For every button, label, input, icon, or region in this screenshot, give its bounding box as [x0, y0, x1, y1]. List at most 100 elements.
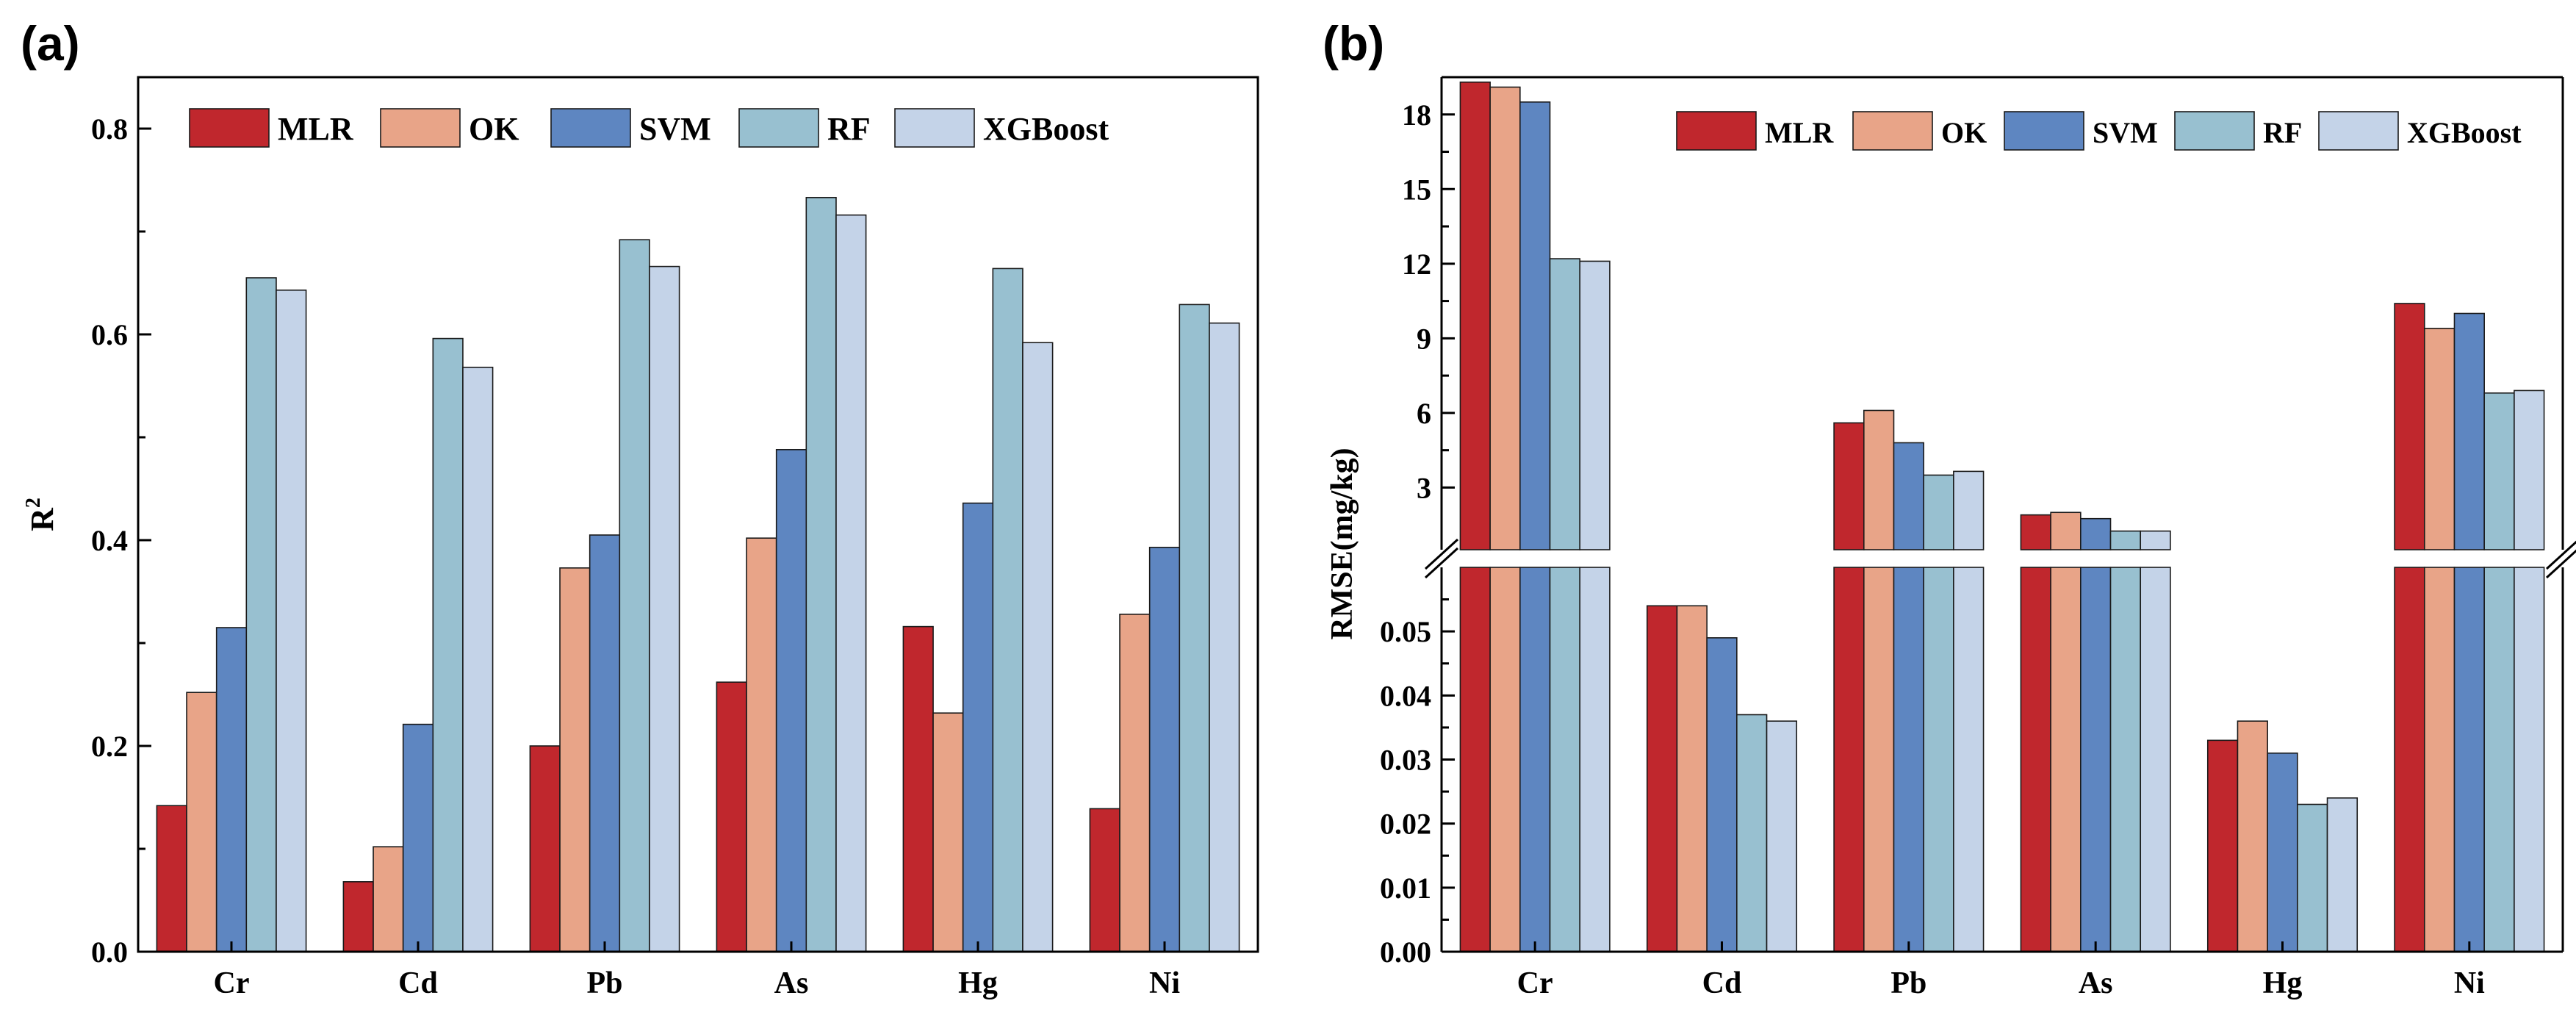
bar-ok-cr	[186, 692, 217, 952]
x-tick-label: Ni	[2454, 966, 2485, 1000]
bar-ok-hg	[2237, 720, 2268, 952]
bar-svm-as-lower	[2080, 567, 2112, 952]
panel-label: (b)	[1323, 16, 1384, 71]
panel-a-chart: (a) 0.0 0.2 0.4 0.6 0.8 Cr Cd Pb As Hg Ni R2 MLR OK SVM…	[21, 16, 1259, 1000]
panel-b-chart: (b) 3 6 9 12 15 18 0.00 0.01 0.02 0.03 0.04 0.05 Cr Cd…	[1323, 16, 2576, 1000]
bar-xgboost-cr-lower	[1579, 567, 1611, 952]
y-tick-label-upper: 9	[1417, 322, 1431, 355]
bar-xgboost-cr	[276, 289, 307, 952]
bar-mlr-as	[716, 681, 747, 952]
bar-ok-cd	[373, 846, 404, 952]
y-tick-label: 0.8	[91, 112, 128, 146]
bar-svm-as	[775, 448, 807, 952]
bar-xgboost-as-lower	[2140, 567, 2171, 952]
legend: MLR OK SVM RF XGBoost	[1676, 111, 2522, 151]
x-tick-label: Cr	[1517, 966, 1553, 1000]
y-axis-label: RMSE(mg/kg)	[1325, 448, 1359, 639]
legend-label-ok: OK	[1941, 116, 1987, 149]
bar-rf-as-lower	[2109, 567, 2142, 952]
y-tick-label-upper: 12	[1402, 248, 1431, 281]
bar-svm-cd	[402, 723, 434, 952]
legend-label-xgboost: XGBoost	[2407, 116, 2522, 149]
bar-xgboost-ni	[2514, 390, 2545, 550]
bar-svm-cd	[1706, 637, 1738, 952]
x-tick-label: Ni	[1149, 966, 1180, 1000]
bar-ok-ni	[2423, 328, 2456, 550]
x-tick-label: Cd	[398, 966, 438, 1000]
legend-item-ok: OK	[380, 108, 519, 148]
legend-swatch-svm	[550, 108, 631, 148]
bar-xgboost-as	[2140, 530, 2171, 550]
panel-label: (a)	[21, 16, 80, 71]
x-tick-label: Cr	[214, 966, 250, 1000]
bar-rf-cr-lower	[1549, 567, 1581, 952]
bar-mlr-cd	[342, 881, 374, 952]
y-tick-label: 0.6	[91, 318, 128, 351]
axis-break-mark	[1424, 547, 1459, 579]
bar-mlr-ni	[1089, 808, 1120, 952]
bar-xgboost-ni	[1209, 322, 1240, 952]
legend-swatch-rf	[2174, 111, 2255, 151]
bar-ok-pb	[559, 567, 591, 952]
bar-ok-as-lower	[2050, 567, 2082, 952]
legend-swatch-xgboost	[894, 108, 975, 148]
bar-ok-pb-lower	[1863, 567, 1895, 952]
legend-item-ok: OK	[1852, 111, 1987, 151]
bar-mlr-cr	[1459, 81, 1491, 550]
bar-xgboost-pb-lower	[1953, 567, 1985, 952]
bar-rf-cr	[245, 277, 277, 952]
y-tick-label-upper: 6	[1417, 397, 1431, 430]
x-tick-label: Cd	[1702, 966, 1742, 1000]
legend-label-ok: OK	[469, 111, 519, 147]
bar-rf-cr	[1549, 258, 1581, 550]
bar-xgboost-hg	[2326, 797, 2359, 952]
y-tick-label-lower: 0.00	[1380, 936, 1431, 969]
legend-label-svm: SVM	[639, 111, 711, 147]
y-tick-label: 0.2	[91, 730, 128, 763]
bar-ok-cd	[1676, 605, 1708, 952]
y-tick-label-lower: 0.01	[1380, 872, 1431, 905]
bar-mlr-pb-lower	[1833, 567, 1865, 952]
legend-swatch-mlr	[1676, 111, 1757, 151]
bar-xgboost-hg	[1022, 342, 1054, 952]
y-tick-label-upper: 18	[1402, 98, 1431, 132]
legend-label-svm: SVM	[2093, 116, 2158, 149]
bar-xgboost-ni-lower	[2514, 567, 2545, 952]
y-axis-label: R2	[22, 498, 60, 531]
bar-mlr-cd	[1646, 605, 1678, 952]
bar-mlr-hg	[2206, 739, 2239, 952]
y-axis-label-superscript: 2	[22, 498, 45, 508]
bar-rf-cd	[432, 337, 464, 952]
bar-rf-ni-lower	[2483, 567, 2515, 952]
bar-rf-as	[2109, 530, 2142, 550]
bar-xgboost-pb	[1953, 470, 1985, 550]
legend-swatch-ok	[1852, 111, 1933, 151]
bar-svm-as	[2080, 517, 2112, 550]
bar-svm-pb-lower	[1893, 567, 1924, 952]
bar-mlr-ni	[2394, 303, 2425, 550]
legend-label-xgboost: XGBoost	[983, 111, 1109, 147]
bar-xgboost-cr	[1579, 260, 1611, 550]
bar-svm-hg	[962, 502, 994, 952]
legend-item-xgboost: XGBoost	[894, 108, 1109, 148]
legend-item-svm: SVM	[2004, 111, 2158, 151]
legend-swatch-rf	[738, 108, 819, 148]
bar-svm-ni	[2453, 312, 2485, 550]
bar-svm-pb	[1893, 442, 1924, 550]
legend: MLR OK SVM RF XGBoost	[189, 108, 1109, 148]
x-tick-label: Hg	[2263, 966, 2303, 1000]
plot-frame	[137, 76, 1259, 953]
bar-rf-cd	[1736, 714, 1768, 952]
bar-svm-ni	[1148, 546, 1181, 952]
bar-mlr-cr	[156, 805, 187, 952]
bar-rf-hg	[992, 268, 1023, 952]
bar-ok-as	[2050, 512, 2082, 550]
bar-svm-cr	[1519, 101, 1551, 550]
axis-break-mark	[2545, 549, 2576, 579]
bar-mlr-cr-lower	[1459, 567, 1491, 952]
axis-break-gap	[1420, 550, 2576, 567]
bar-ok-ni	[1119, 613, 1151, 952]
bar-xgboost-pb	[649, 265, 680, 952]
bar-xgboost-as	[835, 214, 867, 952]
